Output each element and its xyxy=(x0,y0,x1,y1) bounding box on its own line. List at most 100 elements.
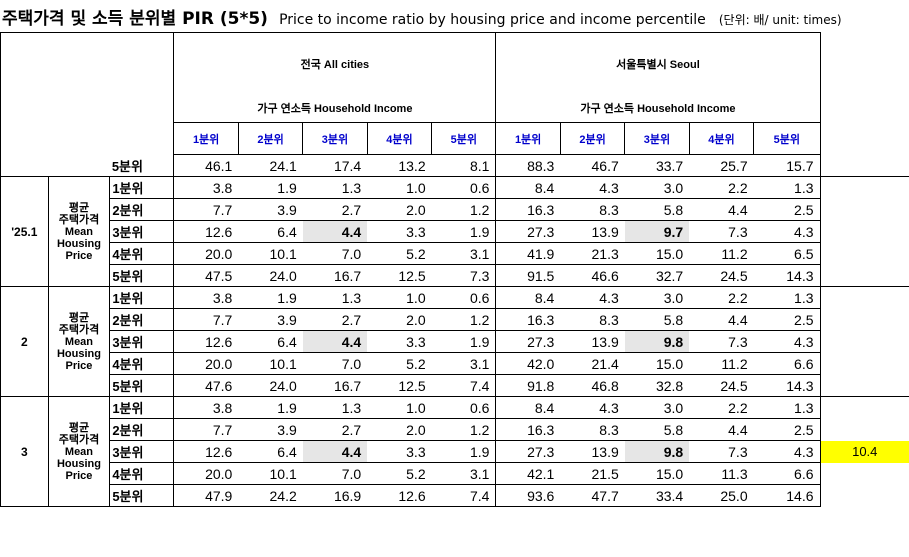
value-cell: 21.5 xyxy=(560,462,625,485)
extra-cell xyxy=(820,463,909,485)
value-cell: 46.6 xyxy=(560,264,625,287)
value-cell: 1.2 xyxy=(431,308,497,331)
value-cell: 16.7 xyxy=(302,264,368,287)
value-cell: 15.0 xyxy=(624,352,690,375)
group-label-line: Mean xyxy=(64,335,94,348)
value-cell: 7.7 xyxy=(173,418,239,441)
value-cell: 6.6 xyxy=(753,462,821,485)
value-cell: 2.0 xyxy=(367,418,432,441)
value-cell: 3.0 xyxy=(624,176,690,199)
value-cell: 3.3 xyxy=(367,220,432,243)
value-cell: 21.3 xyxy=(560,242,625,265)
value-cell: 6.4 xyxy=(238,440,303,463)
value-cell: 3.1 xyxy=(431,242,497,265)
value-cell: 88.3 xyxy=(527,157,555,174)
value-cell: 0.6 xyxy=(431,286,497,309)
value-cell: 4.4 xyxy=(302,330,368,353)
value-cell: 4.4 xyxy=(689,418,754,441)
value-cell: 2.7 xyxy=(302,308,368,331)
period-cell xyxy=(0,154,49,177)
extra-cell xyxy=(820,243,909,265)
row-label: 5분위 xyxy=(109,484,175,507)
value-cell: 42.1 xyxy=(495,462,561,485)
value-cell: 3.1 xyxy=(431,462,497,485)
value-cell: 1.9 xyxy=(431,220,497,243)
value-cell: 1.9 xyxy=(431,330,497,353)
value-cell: 16.3 xyxy=(495,308,561,331)
value-cell: 5.2 xyxy=(367,242,432,265)
value-cell: 2.2 xyxy=(689,286,754,309)
value-cell: 33.4 xyxy=(624,484,690,507)
row-label: 1분위 xyxy=(109,286,175,309)
group-label-line: Housing xyxy=(56,347,101,360)
value-cell: 27.3 xyxy=(495,220,561,243)
header-quintile: 4분위 xyxy=(366,122,433,155)
value-cell: 8.3 xyxy=(560,418,625,441)
group-label-line: Price xyxy=(65,249,93,262)
value-cell: 12.6 xyxy=(367,484,432,507)
value-cell: 2.5 xyxy=(753,198,821,221)
value-cell: 14.6 xyxy=(753,484,821,507)
group-cell xyxy=(48,155,110,177)
value-cell: 9.8 xyxy=(624,330,690,353)
header-quintile: 3분위 xyxy=(624,122,690,155)
header-quintile: 5분위 xyxy=(753,122,821,155)
title-unit: (단위: 배/ unit: times) xyxy=(718,13,842,27)
group-label-line: Price xyxy=(65,469,93,482)
header-income-national: 가구 연소득 Household Income xyxy=(173,94,497,123)
header-quintile: 2분위 xyxy=(559,122,626,155)
value-cell: 3.0 xyxy=(624,286,690,309)
value-cell: 16.7 xyxy=(302,374,368,397)
row-label: 1분위 xyxy=(109,176,175,199)
value-cell: 47.6 xyxy=(173,374,239,397)
group-label: 평균 주택가격 Mean Housing Price xyxy=(47,396,110,507)
value-cell: 12.6 xyxy=(173,220,239,243)
value-cell: 3.8 xyxy=(173,396,239,419)
group-label-line: Mean xyxy=(64,445,94,458)
group-label-line: Housing xyxy=(56,237,101,250)
value-cell: 13.9 xyxy=(560,330,625,353)
value-cell: 16.3 xyxy=(495,198,561,221)
row-label: 5분위 xyxy=(109,374,175,397)
title-korean: 주택가격 및 소득 분위별 PIR (5*5) xyxy=(2,9,268,29)
value-cell: 20.0 xyxy=(173,242,239,265)
value-cell: 1.3 xyxy=(753,286,821,309)
value-cell: 1.9 xyxy=(238,286,303,309)
row-label: 2분위 xyxy=(109,198,175,221)
value-cell: 14.3 xyxy=(753,264,821,287)
value-cell: 41.9 xyxy=(495,242,561,265)
value-cell: 91.5 xyxy=(495,264,561,287)
row-label: 1분위 xyxy=(109,396,175,419)
extra-cell xyxy=(820,309,909,331)
value-cell: 11.3 xyxy=(689,462,754,485)
value-cell: 0.6 xyxy=(431,396,497,419)
value-cell: 2.7 xyxy=(302,418,368,441)
value-cell: 13.9 xyxy=(560,220,625,243)
row-label: 3분위 xyxy=(109,440,175,463)
value-cell: 33.7 xyxy=(655,157,684,174)
value-cell: 24.0 xyxy=(238,374,303,397)
value-cell: 4.3 xyxy=(560,176,625,199)
extra-cell xyxy=(820,485,909,507)
value-cell: 7.3 xyxy=(689,440,754,463)
extra-cell xyxy=(820,199,909,221)
header-quintile: 5분위 xyxy=(431,122,497,155)
value-cell: 7.7 xyxy=(173,198,239,221)
value-cell: 13.2 xyxy=(398,157,426,174)
value-cell: 1.0 xyxy=(367,396,432,419)
value-cell: 20.0 xyxy=(173,462,239,485)
extra-cell xyxy=(820,331,909,353)
row-label: 3분위 xyxy=(109,330,175,353)
value-cell: 1.3 xyxy=(753,396,821,419)
extra-cell xyxy=(820,353,909,375)
value-cell: 7.4 xyxy=(431,374,497,397)
group-label-line: 주택가격 xyxy=(58,213,100,226)
value-cell: 2.7 xyxy=(302,198,368,221)
value-cell: 47.5 xyxy=(173,264,239,287)
header-blank xyxy=(0,32,175,155)
value-cell: 4.3 xyxy=(753,440,821,463)
value-cell: 7.3 xyxy=(689,330,754,353)
value-cell: 1.0 xyxy=(367,176,432,199)
extra-cell xyxy=(820,396,909,419)
title-english: Price to income ratio by housing price a… xyxy=(279,12,706,28)
